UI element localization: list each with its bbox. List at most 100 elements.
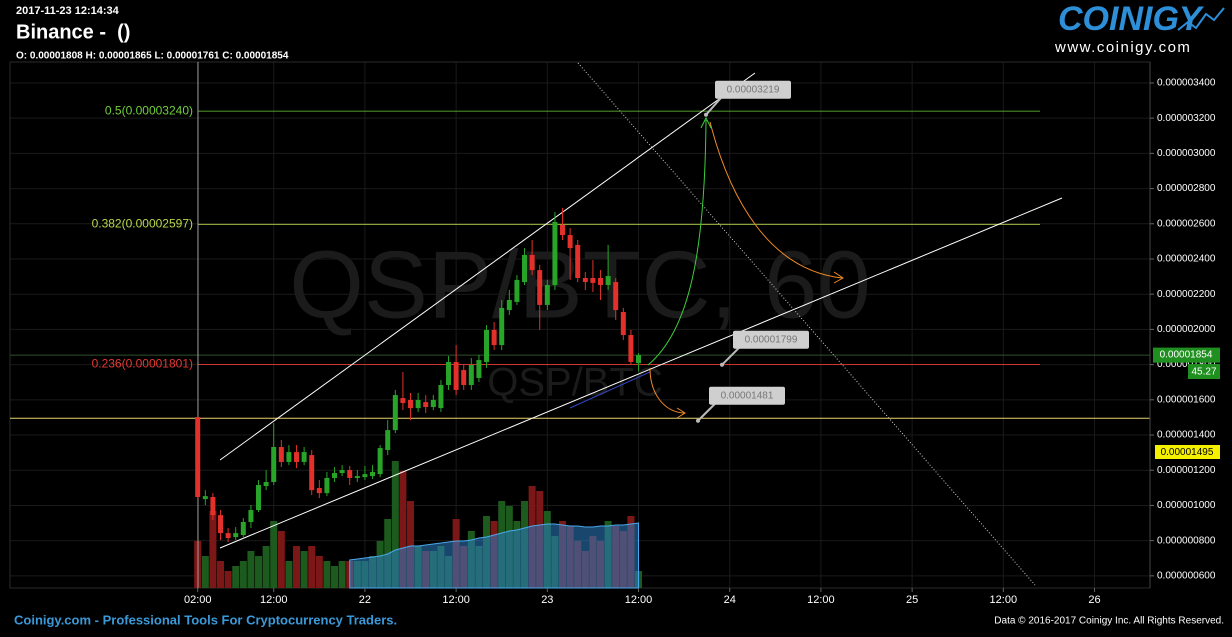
y-tick-label: 0.000002800 — [1157, 183, 1216, 194]
candle-body — [453, 361, 459, 390]
y-tick-label: 0.000002600 — [1157, 218, 1216, 229]
callout-label: 0.00001481 — [721, 390, 774, 401]
last-price-tag: 0.00001854 — [1160, 350, 1213, 361]
callout-box — [709, 386, 785, 405]
y-tick-label: 0.000002400 — [1157, 254, 1216, 265]
arrow-head — [676, 407, 686, 419]
volume-bar — [247, 551, 255, 588]
footer-left: Coinigy.com - Professional Tools For Cry… — [14, 612, 397, 627]
callout-box — [715, 80, 791, 99]
candle-body — [476, 360, 482, 378]
candle-body — [332, 473, 338, 478]
candle-body — [362, 474, 368, 478]
x-tick-label: 12:00 — [807, 594, 835, 606]
x-tick-label: 12:00 — [625, 594, 653, 606]
candle-body — [347, 470, 353, 478]
logo: COINIGY — [1058, 0, 1205, 38]
candle-body — [218, 515, 224, 534]
arrow-up — [647, 119, 707, 366]
y-tick-label: 0.000003400 — [1157, 78, 1216, 89]
candle-body — [636, 355, 642, 364]
y-tick-label: 0.000000600 — [1157, 570, 1216, 581]
candle-body — [552, 222, 558, 286]
ohlc: O: 0.00001808 H: 0.00001865 L: 0.0000176… — [16, 51, 289, 62]
candle-body — [309, 455, 315, 491]
callout-point — [696, 418, 700, 423]
candle-body — [225, 533, 231, 539]
last-price-tag-bg — [1153, 347, 1220, 363]
indicator-tag: 45.27 — [1191, 367, 1216, 378]
candle-body — [400, 398, 406, 403]
volume-bar — [323, 561, 331, 588]
candle-body — [240, 521, 246, 536]
volume-bar — [407, 501, 415, 588]
candle-body — [529, 254, 535, 271]
volume-ma-area — [349, 522, 640, 589]
candle-body — [567, 235, 573, 249]
candle-body — [301, 452, 307, 462]
volume-bar — [239, 561, 247, 588]
fib-label: 0.5(0.00003240) — [105, 103, 193, 117]
candle-body — [316, 488, 322, 494]
candle-body — [210, 496, 216, 516]
candle-body — [423, 402, 429, 408]
candle-body — [438, 385, 444, 409]
indicator-tag-bg — [1188, 364, 1220, 379]
logo-url: www.coinigy.com — [1054, 39, 1191, 56]
candle-body — [461, 370, 467, 386]
watermark-sub: QSP/BTC — [487, 361, 663, 405]
candle-body — [506, 300, 512, 311]
x-tick-label: 24 — [724, 594, 736, 606]
candle-body — [324, 477, 330, 494]
y-tick-label: 0.000001600 — [1157, 394, 1216, 405]
candle-body — [354, 476, 360, 478]
volume-bar — [277, 531, 285, 588]
candle-body — [537, 270, 543, 305]
volume-bar — [331, 566, 339, 588]
candle-body — [339, 470, 345, 474]
candle-body — [613, 282, 619, 311]
volume-bar — [224, 571, 232, 588]
volume-bar — [315, 556, 323, 588]
y-tick-label: 0.000001200 — [1157, 465, 1216, 476]
timestamp: 2017-11-23 12:14:34 — [16, 5, 120, 17]
candle-body — [271, 446, 277, 483]
y-tick-label: 0.000001000 — [1157, 500, 1216, 511]
volume-bar — [338, 561, 346, 588]
candle-body — [370, 471, 376, 477]
price-line-tag-bg — [1155, 445, 1220, 459]
x-tick-label: 22 — [359, 594, 371, 606]
y-tick-label: 0.000000800 — [1157, 535, 1216, 546]
callout-label: 0.00003219 — [727, 84, 780, 95]
candle-body — [278, 446, 284, 462]
candle-body — [575, 244, 581, 278]
callout-pointer — [705, 97, 722, 116]
levels-layer: 0.5(0.00003240) 0.382(0.00002597) 0.236(0.… — [10, 103, 1150, 419]
footer-right: Data © 2016-2017 Coinigy Inc. All Rights… — [994, 616, 1224, 627]
arrow-head — [833, 271, 844, 284]
volume-bar — [262, 546, 270, 588]
volume-bar — [201, 556, 209, 588]
trend-line — [219, 72, 756, 461]
x-tick-label: 02:00 — [184, 594, 212, 606]
y-tick-label: 0.000001800 — [1157, 359, 1216, 370]
y-tick-label: 0.000001400 — [1157, 430, 1216, 441]
candle-body — [233, 533, 239, 538]
arrow-head — [700, 116, 712, 129]
candle-body — [628, 335, 634, 362]
title: Binance - () — [16, 21, 130, 43]
x-tick-label: 23 — [541, 594, 553, 606]
candle-body — [294, 452, 300, 462]
candle-body — [590, 277, 596, 283]
candle-body — [286, 452, 292, 462]
candle-body — [263, 482, 269, 487]
x-tick-label: 12:00 — [260, 594, 288, 606]
y-tick-label: 0.000002000 — [1157, 324, 1216, 335]
volume-bar — [209, 511, 217, 588]
callout-pointer — [721, 347, 740, 366]
candle-body — [195, 417, 201, 497]
fib-label: 0.382(0.00002597) — [92, 216, 193, 230]
candle-body — [377, 448, 383, 475]
x-tick-label: 26 — [1088, 594, 1100, 606]
